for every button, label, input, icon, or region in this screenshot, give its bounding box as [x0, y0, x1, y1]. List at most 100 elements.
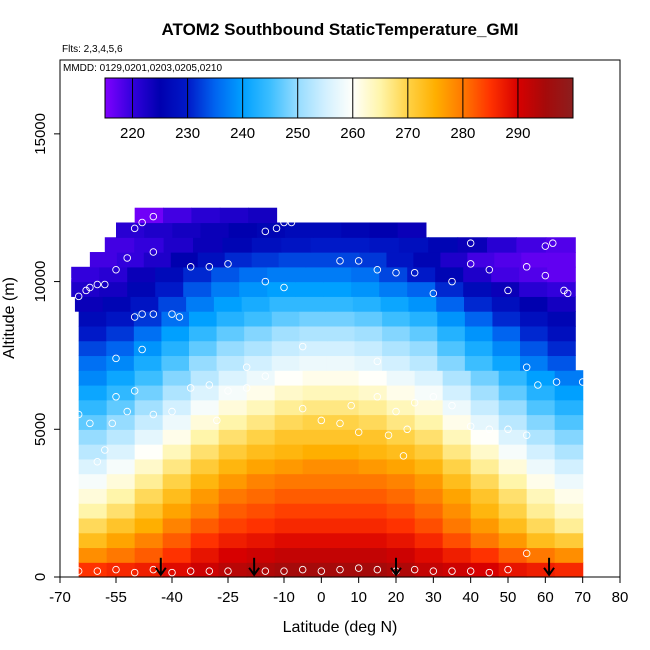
heatmap-cell	[330, 488, 360, 504]
heatmap-cell	[183, 281, 212, 297]
heatmap-cell	[218, 458, 248, 475]
heatmap-cell	[491, 296, 521, 312]
heatmap-cell	[380, 296, 410, 312]
heatmap-cell	[106, 503, 136, 519]
observation-point	[186, 263, 195, 271]
observation-point	[130, 224, 139, 233]
heatmap-cell	[520, 340, 549, 357]
heatmap-cell	[398, 237, 429, 253]
observation-point	[101, 280, 109, 289]
heatmap-cell	[302, 503, 332, 519]
heatmap-cell	[246, 414, 276, 430]
y-tick-label: 5000	[32, 413, 49, 446]
heatmap-cell	[106, 311, 135, 327]
heatmap-cell	[299, 340, 328, 357]
x-tick-label: 40	[462, 589, 479, 606]
heatmap-cell	[354, 311, 383, 327]
observation-point	[123, 254, 131, 262]
observation-point	[280, 218, 288, 227]
heatmap-cell	[464, 311, 494, 327]
heatmap-cell	[521, 252, 549, 268]
heatmap-cell	[271, 340, 300, 357]
observation-point	[410, 268, 419, 277]
heatmap-cell	[78, 429, 108, 445]
colorbar-tick-label: 290	[505, 125, 530, 142]
observation-point	[205, 567, 214, 575]
heatmap	[71, 207, 584, 578]
heatmap-cell	[330, 503, 360, 519]
heatmap-cell	[78, 488, 108, 504]
heatmap-cell	[414, 473, 444, 489]
heatmap-cell	[464, 340, 494, 357]
observation-point	[522, 263, 531, 271]
heatmap-cell	[463, 266, 492, 283]
heatmap-cell	[526, 429, 556, 445]
heatmap-cell	[554, 414, 584, 430]
heatmap-cell	[191, 207, 221, 224]
heatmap-cell	[162, 370, 192, 386]
observation-point	[399, 452, 408, 460]
heatmap-cell	[218, 503, 248, 519]
heatmap-cell	[351, 266, 380, 283]
heatmap-cell	[246, 458, 276, 475]
observation-point	[224, 387, 232, 395]
heatmap-cell	[554, 399, 584, 416]
heatmap-cell	[382, 340, 411, 357]
heatmap-cell	[78, 562, 108, 578]
observation-point	[317, 567, 326, 575]
heatmap-cell	[163, 207, 193, 224]
heatmap-cell	[414, 532, 444, 549]
heatmap-cell	[155, 281, 184, 297]
observation-point	[123, 407, 131, 416]
heatmap-cell	[302, 399, 332, 416]
heatmap-cell	[302, 444, 332, 460]
heatmap-cell	[409, 340, 438, 357]
heatmap-cell	[246, 532, 276, 549]
x-tick-label: 70	[574, 589, 591, 606]
heatmap-cell	[358, 384, 388, 401]
heatmap-cell	[162, 517, 192, 534]
x-tick-label: 0	[317, 589, 325, 606]
heatmap-cell	[78, 517, 108, 534]
heatmap-cell	[498, 399, 528, 416]
heatmap-cell	[554, 444, 584, 460]
heatmap-cell	[492, 325, 521, 342]
observation-point	[242, 363, 251, 372]
heatmap-cell	[162, 399, 192, 416]
observation-point	[149, 410, 158, 419]
heatmap-cell	[526, 503, 556, 519]
observation-point	[448, 277, 456, 286]
heatmap-cell	[218, 473, 248, 489]
observation-point	[578, 378, 587, 386]
heatmap-cell	[470, 473, 500, 489]
x-tick-label: 50	[500, 589, 517, 606]
observation-point	[175, 313, 184, 321]
heatmap-cell	[414, 384, 444, 401]
heatmap-cell	[470, 547, 500, 563]
heatmap-cell	[246, 429, 276, 445]
heatmap-cell	[274, 488, 304, 504]
heatmap-cell	[189, 340, 218, 357]
observation-point	[485, 568, 494, 577]
heatmap-cell	[386, 532, 416, 549]
x-tick-label: 30	[425, 589, 442, 606]
heatmap-cell	[442, 517, 472, 534]
chart-title: ATOM2 Southbound StaticTemperature_GMI	[161, 20, 518, 39]
heatmap-cell	[470, 414, 500, 430]
x-tick-label: -70	[49, 589, 71, 606]
heatmap-cell	[325, 296, 354, 312]
heatmap-cell	[218, 532, 248, 549]
flight-arrow-head	[248, 567, 260, 577]
heatmap-cell	[359, 252, 388, 268]
heatmap-cell	[133, 340, 163, 357]
heatmap-cell	[470, 458, 500, 475]
heatmap-cell	[442, 429, 472, 445]
heatmap-cell	[520, 325, 549, 342]
heatmap-cell	[274, 547, 304, 563]
heatmap-cell	[190, 473, 220, 489]
heatmap-cell	[295, 266, 324, 283]
heatmap-cell	[442, 399, 472, 416]
heatmap-cell	[162, 458, 192, 475]
observation-point	[112, 565, 120, 574]
observation-point	[410, 565, 419, 574]
